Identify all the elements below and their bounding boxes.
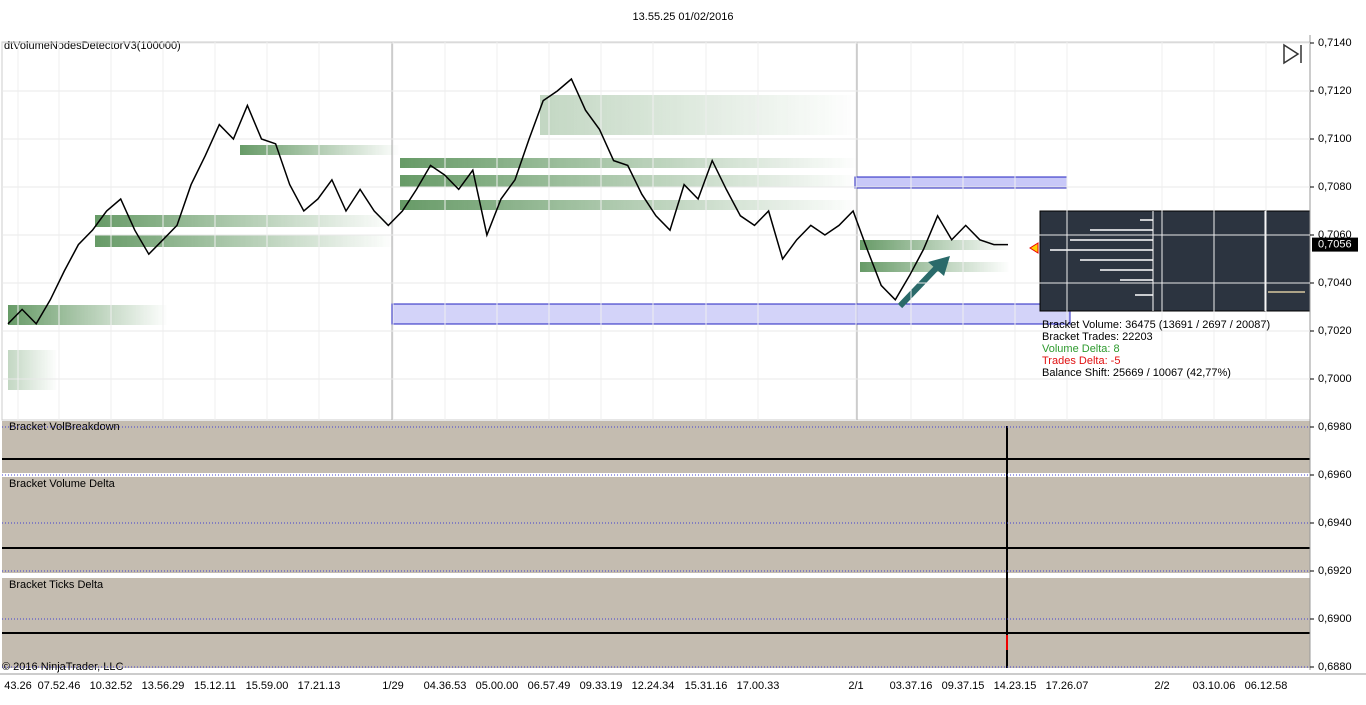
- x-tick-label: 06.12.58: [1245, 680, 1288, 692]
- volume-node: [240, 145, 400, 155]
- last-price-box: [1312, 237, 1358, 252]
- price-line: [7, 77, 1008, 326]
- y-tick-label: 0,7100: [1318, 133, 1352, 145]
- x-tick-label: 43.26: [4, 680, 32, 692]
- x-tick-label: 10.32.52: [90, 680, 133, 692]
- arrow: [897, 259, 945, 309]
- x-tick-label: 04.36.53: [424, 680, 467, 692]
- last-price-label: 0,7056: [1318, 239, 1352, 251]
- x-tick-label: 07.52.46: [38, 680, 81, 692]
- x-tick-label: 03.10.06: [1193, 680, 1236, 692]
- volume-node: [400, 158, 860, 168]
- volume-node: [540, 95, 860, 135]
- panel-bg: [2, 477, 1310, 573]
- panel-label: Bracket VolBreakdown: [9, 421, 120, 433]
- zone-box: [391, 303, 1071, 325]
- x-tick-label: 03.37.16: [890, 680, 933, 692]
- indicator-label: dtVolumeNodesDetectorV3(100000): [4, 40, 181, 52]
- arrow-head: [928, 256, 950, 276]
- volume-node: [95, 235, 395, 247]
- x-tick-label: 14.23.15: [994, 680, 1037, 692]
- x-tick-label: 09.33.19: [580, 680, 623, 692]
- x-tick-label: 15.31.16: [685, 680, 728, 692]
- x-tick-label: 06.57.49: [528, 680, 571, 692]
- panel-label: Bracket Volume Delta: [9, 478, 116, 490]
- x-tick-label: 17.26.07: [1046, 680, 1089, 692]
- price-marker: [1029, 242, 1039, 254]
- y-tick-label: 0,7120: [1318, 85, 1352, 97]
- y-tick-label: 0,6920: [1318, 565, 1352, 577]
- y-tick-label: 0,6980: [1318, 421, 1352, 433]
- x-tick-label: 2/2: [1154, 680, 1169, 692]
- panel-label: Bracket Ticks Delta: [9, 579, 104, 591]
- x-tick-label: 1/29: [382, 680, 403, 692]
- panel-bg: [2, 578, 1310, 668]
- y-tick-label: 0,6880: [1318, 661, 1352, 673]
- volume-profile: [1039, 210, 1311, 312]
- panel-bg: [2, 421, 1310, 473]
- x-tick-label: 13.56.29: [142, 680, 185, 692]
- x-tick-label: 17.21.13: [298, 680, 341, 692]
- volume-node: [8, 350, 58, 390]
- y-tick-label: 0,6900: [1318, 613, 1352, 625]
- y-tick-label: 0,6960: [1318, 469, 1352, 481]
- volume-node: [8, 305, 168, 325]
- y-tick-label: 0,7080: [1318, 181, 1352, 193]
- volume-node: [400, 200, 860, 210]
- window-title: 13.55.25 01/02/2016: [633, 11, 734, 23]
- info-line: Bracket Trades: 22203: [1042, 331, 1153, 343]
- y-tick-label: 0,7000: [1318, 373, 1352, 385]
- y-tick-label: 0,7040: [1318, 277, 1352, 289]
- x-tick-label: 15.12.11: [194, 680, 236, 692]
- x-tick-label: 2/1: [848, 680, 863, 692]
- y-tick-label: 0,7140: [1318, 37, 1352, 49]
- x-tick-label: 09.37.15: [942, 680, 985, 692]
- x-tick-label: 15.59.00: [246, 680, 289, 692]
- volume-node: [95, 215, 395, 227]
- play-icon[interactable]: [1283, 43, 1302, 65]
- y-tick-label: 0,7020: [1318, 325, 1352, 337]
- x-tick-label: 17.00.33: [737, 680, 780, 692]
- info-line: Trades Delta: -5: [1042, 355, 1120, 367]
- y-tick-label: 0,6940: [1318, 517, 1352, 529]
- volume-node: [400, 175, 860, 187]
- x-tick-label: 05.00.00: [476, 680, 519, 692]
- info-line: Volume Delta: 8: [1042, 343, 1120, 355]
- info-line: Bracket Volume: 36475 (13691 / 2697 / 20…: [1042, 319, 1270, 331]
- zone-box: [854, 176, 1068, 189]
- volume-node: [860, 240, 1010, 250]
- x-tick-label: 12.24.34: [632, 680, 675, 692]
- info-line: Balance Shift: 25669 / 10067 (42,77%): [1042, 367, 1231, 379]
